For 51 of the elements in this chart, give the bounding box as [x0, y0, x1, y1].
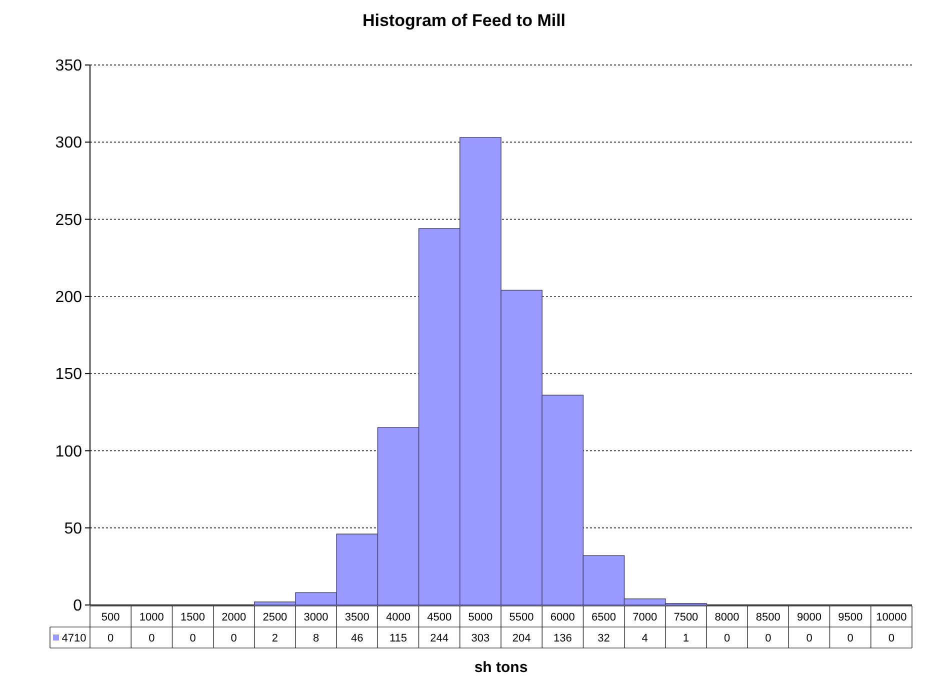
- data-label: 0: [765, 632, 772, 644]
- x-tick-label: 7500: [674, 611, 698, 624]
- x-tick-label: 8000: [714, 611, 740, 624]
- data-label: 46: [351, 632, 364, 644]
- x-tick-label: 2000: [222, 611, 246, 624]
- x-tick-label: 1000: [139, 611, 164, 624]
- y-tick-label: 50: [64, 520, 82, 538]
- x-axis-title: sh tons: [474, 659, 528, 676]
- chart-title: Histogram of Feed to Mill: [362, 11, 566, 30]
- data-label: 0: [724, 632, 730, 644]
- x-tick-label: 4000: [386, 611, 410, 624]
- data-label: 204: [512, 632, 531, 644]
- data-label: 0: [148, 632, 155, 644]
- data-label: 1: [682, 632, 690, 644]
- data-label: 0: [888, 632, 895, 644]
- data-label: 0: [190, 632, 196, 644]
- data-label: 115: [389, 632, 408, 644]
- data-label: 0: [847, 632, 854, 644]
- x-tick-label: 10000: [876, 611, 907, 624]
- x-tick-label: 3000: [304, 611, 328, 624]
- x-tick-label: 8500: [756, 611, 780, 624]
- x-tick-label: 9500: [838, 611, 863, 624]
- y-tick-label: 300: [55, 134, 82, 152]
- data-label: 303: [471, 632, 490, 644]
- x-tick-label: 9000: [797, 611, 822, 624]
- legend-label: 4710: [62, 632, 86, 644]
- data-label: 2: [272, 632, 278, 644]
- y-tick-label: 200: [55, 289, 82, 306]
- x-tick-label: 4500: [427, 611, 452, 624]
- y-tick-label: 0: [73, 598, 82, 615]
- data-label: 0: [806, 632, 812, 644]
- x-tick-label: 6000: [550, 611, 575, 624]
- x-tick-label: 1500: [180, 611, 205, 624]
- x-tick-label: 500: [101, 611, 120, 624]
- data-label: 0: [107, 632, 114, 644]
- x-tick-label: 7000: [632, 611, 658, 624]
- data-label: 244: [430, 632, 449, 644]
- x-tick-label: 5000: [468, 611, 493, 624]
- x-tick-label: 3500: [344, 611, 370, 624]
- data-label: 32: [598, 632, 610, 644]
- x-tick-label: 6500: [592, 611, 616, 624]
- x-tick-label: 5500: [509, 611, 534, 624]
- data-label: 136: [553, 632, 572, 644]
- y-tick-label: 100: [55, 443, 82, 460]
- data-label: 8: [312, 632, 320, 644]
- y-tick-label: 350: [55, 58, 82, 75]
- y-tick-label: 150: [55, 366, 82, 384]
- data-label: 4: [642, 632, 648, 644]
- data-label: 0: [230, 632, 237, 644]
- x-tick-label: 2500: [262, 611, 288, 624]
- y-tick-label: 250: [55, 212, 82, 229]
